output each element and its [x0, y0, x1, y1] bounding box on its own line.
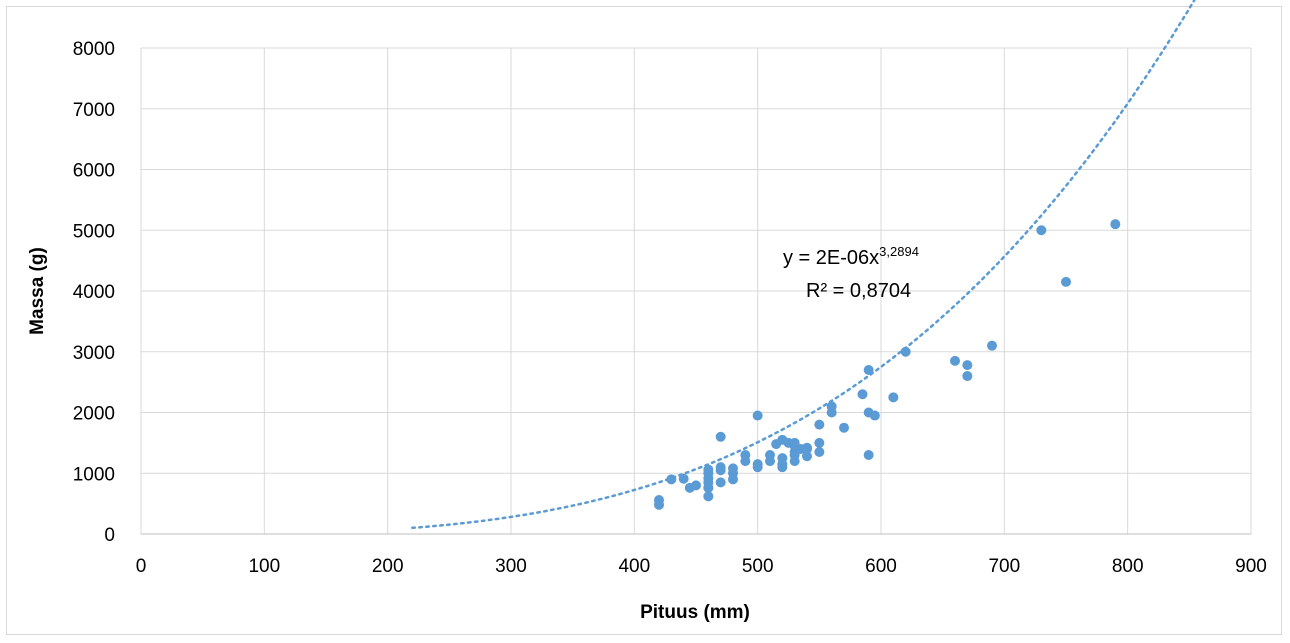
- data-point: [715, 462, 726, 473]
- data-point: [802, 442, 812, 453]
- data-point: [703, 464, 714, 475]
- data-point: [777, 453, 788, 464]
- data-point: [678, 473, 689, 484]
- data-point: [654, 494, 664, 505]
- data-point: [1036, 225, 1047, 236]
- y-tick-label: 5000: [73, 221, 115, 242]
- data-point: [1061, 276, 1071, 287]
- data-point: [888, 392, 899, 403]
- data-point: [789, 437, 800, 448]
- data-point: [869, 410, 880, 421]
- x-axis-title: Pituus (mm): [640, 602, 750, 623]
- x-tick-label: 700: [988, 556, 1020, 577]
- data-points: [654, 219, 1121, 510]
- data-point: [752, 410, 763, 421]
- grid: [140, 47, 1252, 535]
- data-point: [728, 463, 738, 474]
- x-tick-label: 600: [865, 556, 897, 577]
- data-point: [814, 437, 825, 448]
- x-tick-label: 100: [248, 556, 280, 577]
- y-tick-label: 3000: [73, 343, 115, 364]
- data-point: [765, 450, 775, 461]
- y-tick-label: 4000: [73, 282, 115, 303]
- y-tick-label: 8000: [73, 39, 115, 60]
- data-point: [950, 355, 960, 366]
- trendline-equation: y = 2E-06x3,2894: [783, 244, 919, 269]
- data-point: [715, 431, 726, 442]
- y-tick-label: 7000: [73, 100, 115, 121]
- x-tick-label: 500: [742, 556, 774, 577]
- x-tick-label: 200: [372, 556, 404, 577]
- y-axis-title: Massa (g): [27, 247, 48, 335]
- data-point: [839, 422, 849, 433]
- y-tick-label: 0: [104, 525, 115, 546]
- x-tick-label: 800: [1112, 556, 1144, 577]
- data-point: [962, 360, 973, 371]
- data-point: [691, 480, 701, 491]
- x-tick-label: 900: [1235, 556, 1267, 577]
- data-point: [703, 491, 714, 502]
- data-point: [857, 389, 868, 400]
- data-point: [814, 446, 825, 457]
- data-point: [863, 450, 874, 461]
- data-point: [802, 451, 812, 462]
- y-tick-labels: 0 1000 2000 3000 4000 5000 6000 7000 8000: [73, 39, 115, 546]
- chart-frame: [6, 6, 1282, 635]
- data-point: [987, 340, 997, 351]
- data-point: [863, 364, 874, 375]
- data-point: [752, 459, 763, 470]
- y-tick-label: 1000: [73, 464, 115, 485]
- data-point: [826, 401, 837, 412]
- data-point: [1110, 219, 1121, 230]
- r-squared-label: R² = 0,8704: [806, 280, 911, 302]
- x-tick-label: 400: [618, 556, 650, 577]
- x-tick-labels: 0 100 200 300 400 500 600 700 800 900: [136, 556, 1267, 577]
- data-point: [962, 371, 973, 382]
- data-point: [900, 346, 911, 357]
- x-tick-label: 300: [495, 556, 527, 577]
- y-tick-label: 2000: [73, 404, 115, 425]
- y-tick-label: 6000: [73, 161, 115, 182]
- data-point: [740, 450, 751, 461]
- data-point: [715, 477, 726, 488]
- x-tick-label: 0: [136, 556, 147, 577]
- trendline: [411, 0, 1196, 530]
- data-point: [814, 419, 825, 430]
- data-point: [666, 474, 677, 485]
